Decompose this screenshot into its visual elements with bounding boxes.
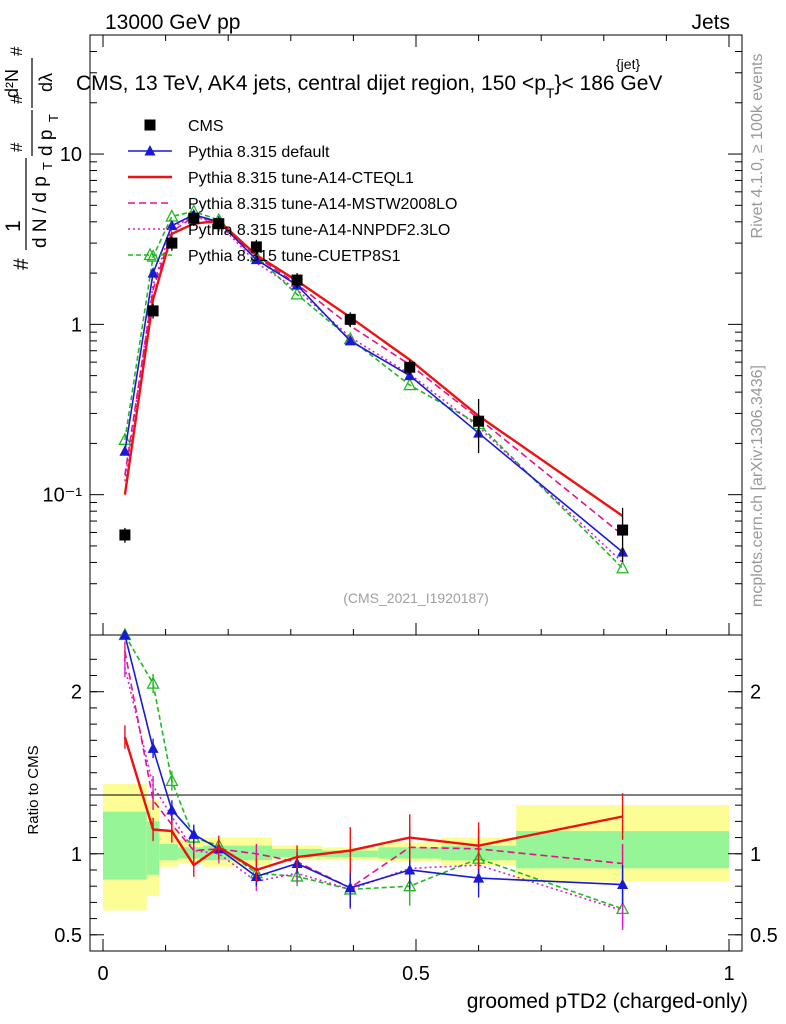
series-1-point: [147, 267, 159, 278]
legend-label-4: Pythia 8.315 tune-A14-NNPDF2.3LO: [188, 222, 450, 239]
ylabel-T1: T: [40, 162, 55, 170]
header-right: Jets: [691, 11, 730, 34]
series-1-ratio-point: [617, 878, 629, 890]
ylabel-one: 1: [2, 220, 25, 232]
series-1-point: [344, 334, 356, 346]
series-1-ratio-point: [188, 828, 200, 839]
header-left: 13000 GeV pp: [105, 11, 240, 34]
series-5-ratio-point: [146, 676, 160, 689]
y-tick-label-ratio-right: 2: [750, 682, 761, 704]
series-4-ratio-line: [124, 667, 623, 912]
x-tick-label: 0.5: [402, 963, 430, 985]
y-tick-label-ratio-right: 1: [750, 844, 761, 866]
band-green: [159, 844, 179, 861]
series-1-ratio-point: [119, 629, 131, 640]
y-tick-label-main: 1: [71, 314, 82, 336]
y-tick-label-main: 10: [60, 144, 82, 166]
legend-label-0: CMS: [188, 118, 224, 135]
legend-label-3: Pythia 8.315 tune-A14-MSTW2008LO: [188, 196, 457, 213]
series-5-point: [290, 286, 304, 300]
series-1-ratio-point: [166, 804, 178, 815]
ylabel-T2: T: [46, 114, 61, 122]
y-tick-label-ratio-right: 0.5: [750, 925, 778, 947]
band-green: [146, 821, 160, 875]
series-1-line: [124, 213, 624, 553]
series-1-ratio-point: [404, 863, 416, 875]
series-5-point: [403, 377, 417, 391]
ylabel-hash3: #: [7, 94, 26, 104]
main-series: [118, 204, 630, 574]
rivet-label: Rivet 4.1.0, ≥ 100k events: [749, 54, 766, 239]
title-suffix: }< 186 GeV: [554, 72, 662, 95]
series-1-ratio-point: [344, 881, 356, 893]
band-green: [103, 811, 147, 880]
y-tick-label-ratio: 0.5: [54, 925, 82, 947]
ylabel-hash4: #: [7, 46, 26, 56]
series-5-ratio-point: [165, 773, 179, 786]
legend-label-5: Pythia 8.315 tune-CUETP8S1: [188, 248, 401, 265]
title-sub: T: [546, 85, 555, 101]
series-5-ratio-point: [403, 878, 417, 892]
title-sup: {jet}: [616, 56, 640, 72]
band-green: [178, 847, 204, 859]
series-1-point: [166, 219, 178, 231]
x-tick-label: 1: [723, 963, 734, 985]
y-tick-label-main: 10⁻¹: [43, 485, 83, 507]
ylabel-ratio: Ratio to CMS: [25, 745, 42, 834]
ylabel-dlambda: dλ: [36, 73, 56, 92]
series-5-point: [616, 560, 630, 574]
ylabel-d2N: d²N: [2, 69, 22, 98]
x-tick-label: 0: [97, 963, 108, 985]
y-tick-label-ratio: 1: [71, 844, 82, 866]
ratio-panel-frame: [89, 634, 743, 952]
legend-label-2: Pythia 8.315 tune-A14-CTEQL1: [188, 170, 414, 187]
series-1-point: [250, 253, 262, 265]
xlabel: groomed pTD2 (charged-only): [467, 990, 748, 1013]
ylabel-hash1: #: [10, 258, 33, 270]
legend-marker-5: [143, 247, 157, 261]
series-5-point: [118, 432, 132, 445]
chart-title: CMS, 13 TeV, AK4 jets, central dijet reg…: [76, 72, 662, 101]
analysis-id: (CMS_2021_I1920187): [343, 590, 489, 606]
ylabel-dpT: d p: [36, 130, 57, 156]
legend: CMS Pythia 8.315 default Pythia 8.315 tune…: [128, 118, 457, 265]
ylabel-hash2: #: [7, 142, 26, 152]
series-2-line: [123, 219, 624, 517]
mcplots-label: mcplots.cern.ch [arXiv:1306.3436]: [749, 365, 766, 607]
axis-ticks: 0 0.5 1 10⁻¹ 1 10 0.5 0.5 1 1 2 2: [43, 34, 778, 985]
series-1-ratio-point: [473, 872, 485, 883]
title-prefix: CMS, 13 TeV, AK4 jets, central dijet reg…: [76, 72, 546, 95]
legend-marker-1: [144, 145, 156, 156]
series-1-ratio-point: [147, 742, 159, 753]
ylabel-dN: d N / d p: [30, 176, 51, 248]
series-4-line: [124, 215, 624, 564]
legend-label-1: Pythia 8.315 default: [188, 144, 330, 161]
legend-marker-cms: [144, 119, 156, 131]
y-tick-label-ratio: 2: [71, 682, 82, 704]
ratio-series: [118, 627, 630, 930]
series-5-point: [146, 249, 160, 262]
series-1-point: [119, 445, 131, 456]
ylabel-main: # 1 d N / d p T # d p T # d²N dλ #: [2, 46, 61, 270]
ratio-bands: [103, 784, 729, 911]
